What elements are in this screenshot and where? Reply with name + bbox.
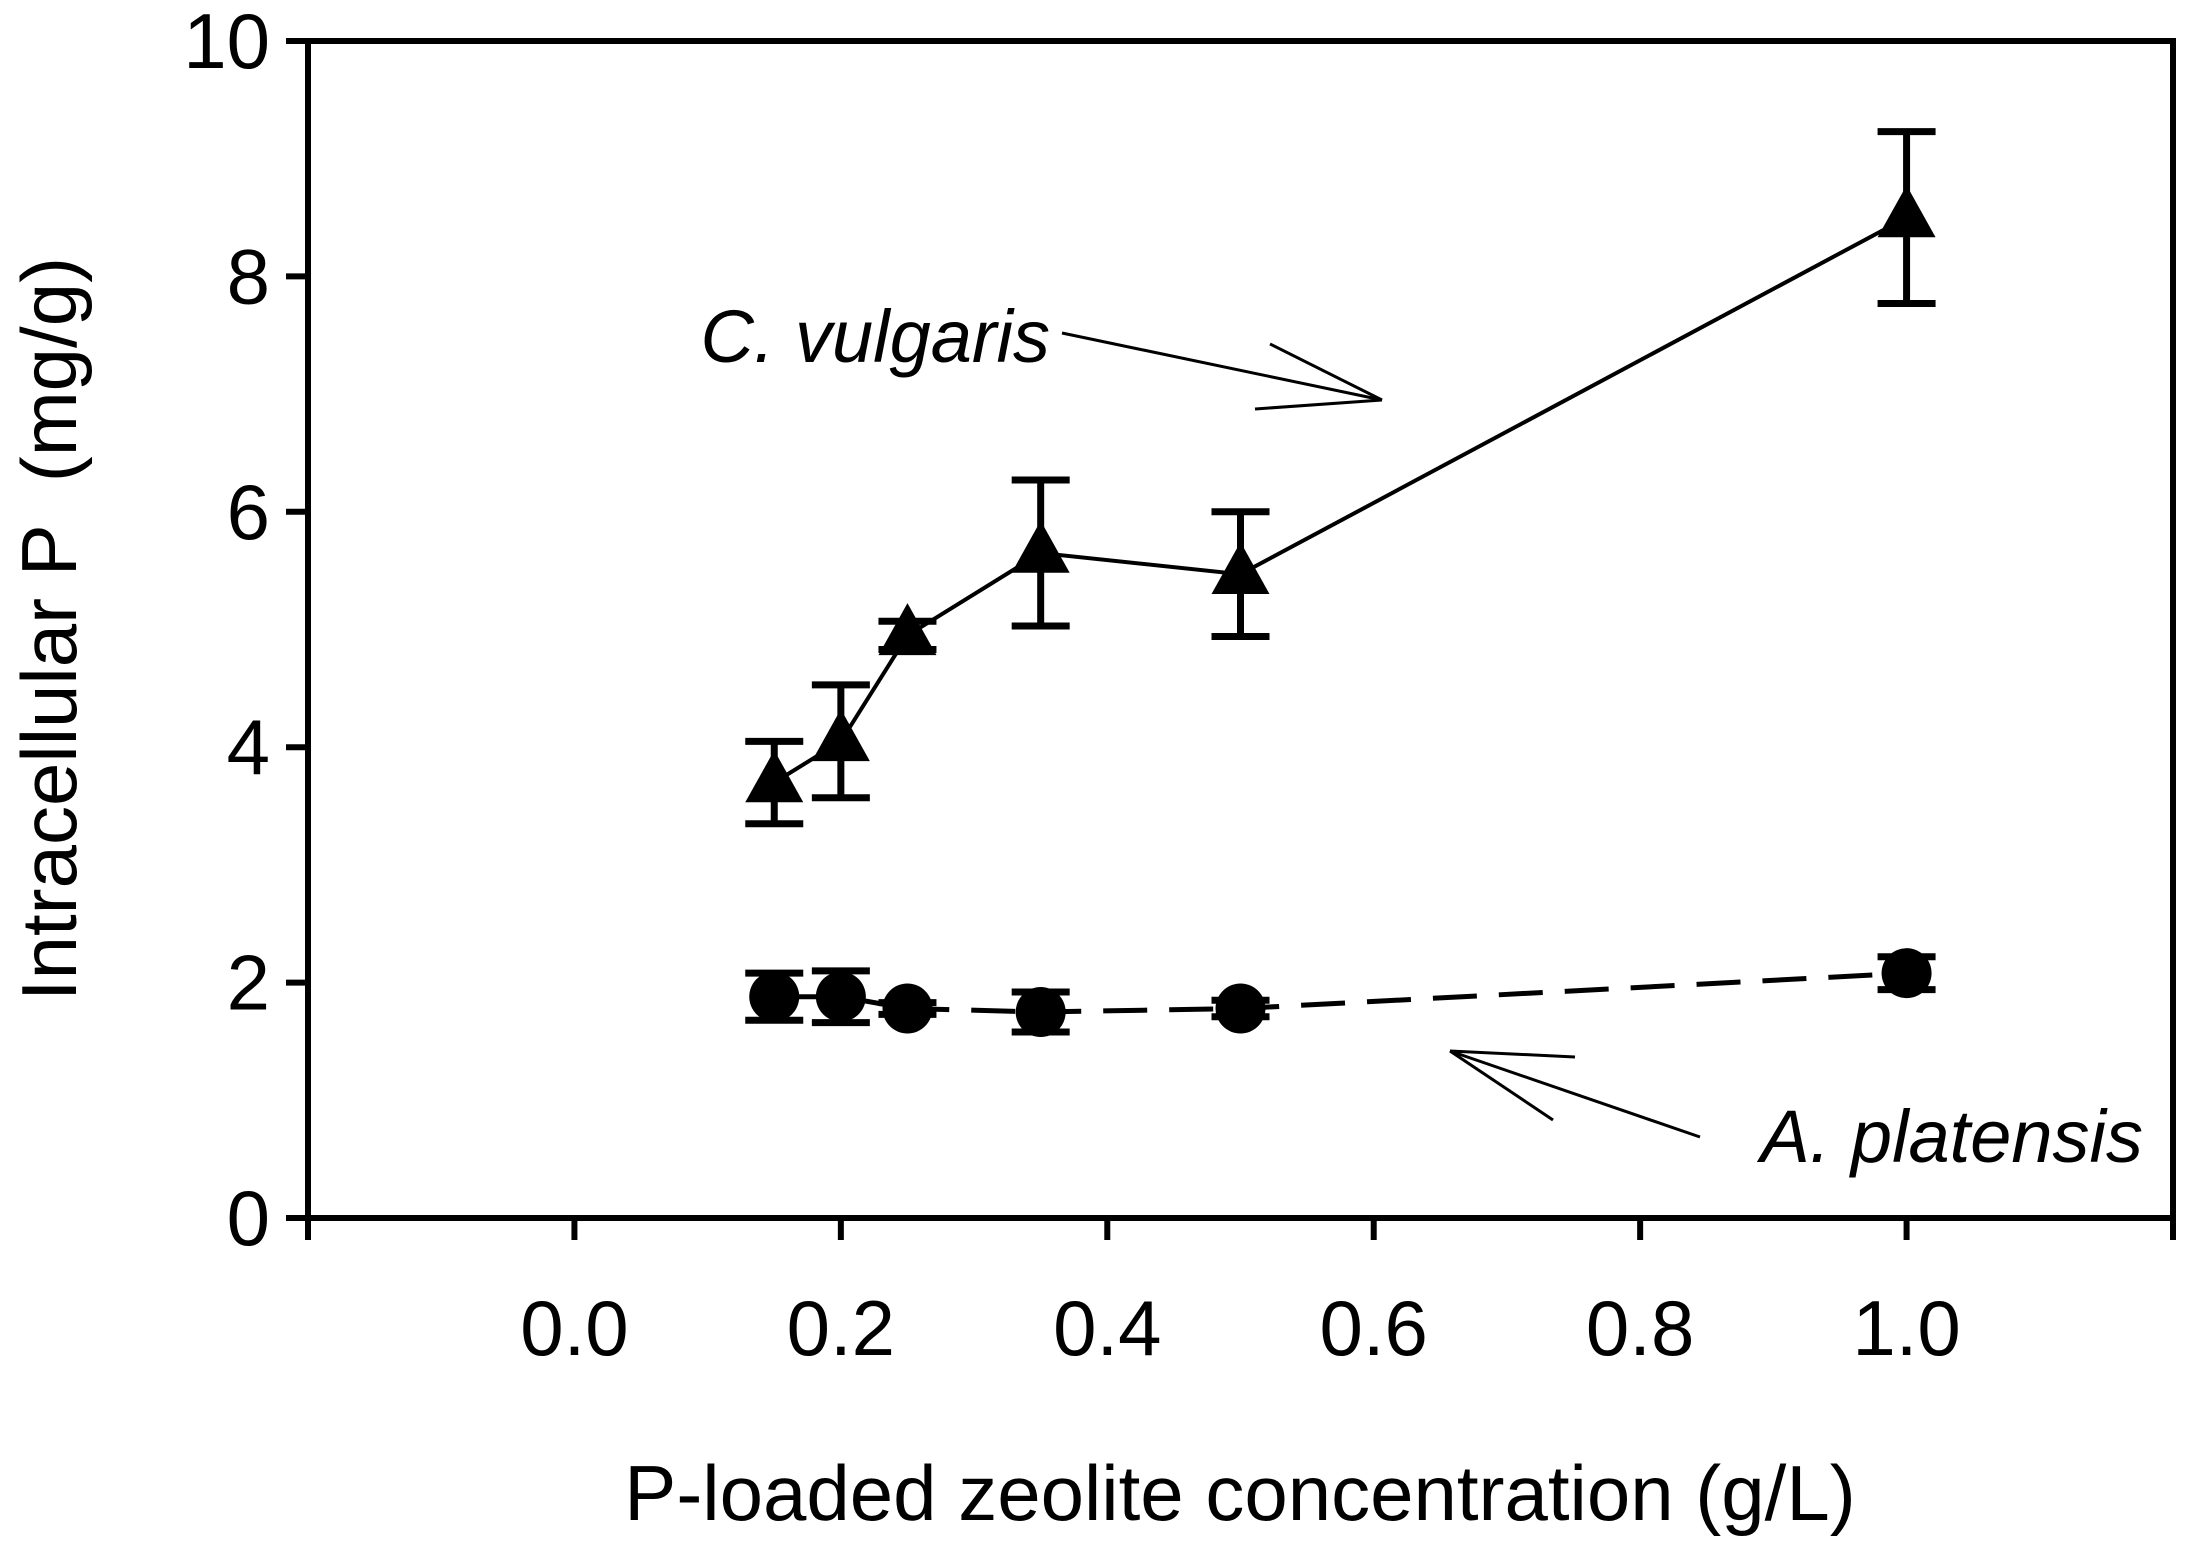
y-tick-label-5: 10 (183, 0, 270, 85)
marker-c-vulgaris-0 (745, 750, 804, 803)
pointer-c-vulgaris (1061, 331, 1383, 411)
x-tick-label-3: 0.6 (1319, 1284, 1427, 1372)
series-c-vulgaris (745, 128, 1936, 828)
marker-a-platensis-1 (815, 971, 866, 1022)
x-tick-label-4: 0.8 (1586, 1284, 1694, 1372)
series-a-platensis (745, 948, 1936, 1038)
pointer-c-vulgaris-head-lower (1254, 398, 1383, 411)
x-tick-label-1: 0.2 (787, 1284, 895, 1372)
x-axis: 0.0 0.2 0.4 0.6 0.8 1.0 (305, 1218, 2176, 1372)
y-tick-label-0: 0 (227, 1174, 270, 1262)
marker-c-vulgaris-3 (1011, 520, 1070, 573)
y-tick-label-3: 6 (227, 468, 270, 556)
marker-a-platensis-3 (1015, 987, 1066, 1038)
marker-c-vulgaris-5 (1877, 185, 1936, 238)
series-layer (745, 128, 1936, 1038)
x-tick-label-0: 0.0 (520, 1284, 628, 1372)
x-tick-label-5: 1.0 (1852, 1284, 1960, 1372)
pointer-c-vulgaris-head-upper (1269, 342, 1383, 402)
y-axis-title: Intracellular P (mg/g) (5, 257, 93, 1001)
marker-a-platensis-2 (882, 983, 933, 1034)
pointer-a-platensis-head-lower (1449, 1049, 1554, 1122)
series-label-c-vulgaris: C. vulgaris (700, 295, 1050, 378)
series-line-a-platensis (774, 970, 1907, 1015)
marker-a-platensis-5 (1881, 948, 1932, 999)
plot-frame (305, 38, 2176, 1221)
marker-c-vulgaris-1 (811, 709, 870, 762)
pointer-c-vulgaris-shaft (1061, 331, 1383, 402)
marker-a-platensis-4 (1215, 983, 1266, 1034)
marker-c-vulgaris-2 (878, 603, 937, 656)
x-axis-title: P-loaded zeolite concentration (g/L) (624, 1449, 1855, 1537)
series-label-a-platensis: A. platensis (1756, 1095, 2143, 1178)
y-tick-label-1: 2 (227, 939, 270, 1027)
pointer-a-platensis-head-upper (1449, 1049, 1576, 1059)
marker-a-platensis-0 (749, 971, 800, 1022)
x-tick-label-2: 0.4 (1053, 1284, 1161, 1372)
marker-c-vulgaris-4 (1211, 541, 1270, 594)
y-axis: 0 2 4 6 8 10 (183, 0, 308, 1262)
y-tick-label-4: 8 (227, 232, 270, 320)
pointer-a-platensis (1449, 1049, 1701, 1139)
y-tick-label-2: 4 (227, 703, 270, 791)
pointer-a-platensis-shaft (1449, 1049, 1701, 1139)
